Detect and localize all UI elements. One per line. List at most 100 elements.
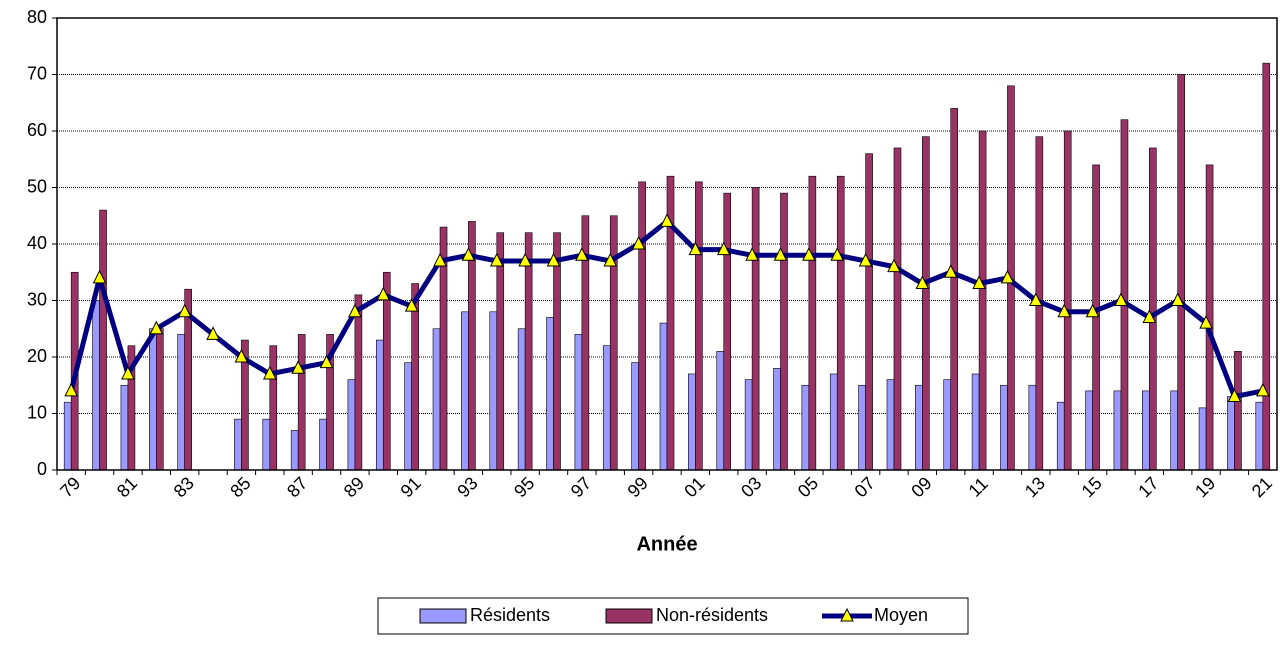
bar xyxy=(602,345,611,471)
bar xyxy=(1063,130,1072,471)
bar xyxy=(489,311,498,471)
bar xyxy=(269,345,278,471)
marker xyxy=(433,252,447,267)
bar xyxy=(517,328,526,471)
bar xyxy=(943,379,952,471)
marker xyxy=(1085,303,1100,318)
marker xyxy=(177,303,192,318)
legend-swatch xyxy=(419,608,467,624)
bar xyxy=(496,232,505,471)
bar xyxy=(432,328,441,471)
bar xyxy=(1198,407,1207,471)
marker xyxy=(92,269,107,284)
bar xyxy=(404,362,412,471)
bar xyxy=(297,334,306,471)
marker xyxy=(745,247,759,261)
bar xyxy=(893,147,902,471)
x-axis-title: Année xyxy=(636,533,697,555)
y-tick-label: 10 xyxy=(27,402,47,422)
bar xyxy=(177,334,185,471)
marker xyxy=(376,286,391,301)
marker xyxy=(546,252,561,267)
bar xyxy=(262,418,271,471)
marker xyxy=(631,235,646,250)
marker xyxy=(972,275,986,290)
marker xyxy=(603,252,618,267)
legend-marker xyxy=(840,607,854,622)
bar xyxy=(375,339,384,471)
marker xyxy=(773,247,788,261)
bar xyxy=(865,153,873,471)
bar xyxy=(723,192,732,471)
x-tick-label: 95 xyxy=(510,473,538,501)
marker xyxy=(1142,309,1157,323)
x-tick-label: 91 xyxy=(397,473,425,501)
x-tick-label: 87 xyxy=(283,473,311,501)
bar xyxy=(858,384,866,471)
marker xyxy=(858,252,873,267)
y-tick-label: 40 xyxy=(27,233,47,253)
marker xyxy=(262,365,277,380)
bar xyxy=(1177,74,1185,471)
marker xyxy=(404,298,419,312)
x-tick-label: 89 xyxy=(340,473,368,501)
bar xyxy=(156,328,164,471)
bar xyxy=(461,311,469,471)
marker xyxy=(206,326,220,340)
x-tick-label: 97 xyxy=(567,473,595,501)
bar xyxy=(631,362,639,471)
bar xyxy=(1170,390,1178,471)
bar xyxy=(347,379,356,471)
bar xyxy=(1227,396,1235,471)
bar xyxy=(553,232,561,471)
legend-label: Résidents xyxy=(470,605,550,625)
bar xyxy=(829,373,838,471)
marker xyxy=(802,247,816,261)
bar xyxy=(1234,351,1242,471)
x-tick-label: 17 xyxy=(1134,473,1162,501)
bar xyxy=(751,187,760,471)
marker xyxy=(149,320,164,335)
bar xyxy=(1000,384,1008,471)
legend-label: Non-résidents xyxy=(656,605,768,625)
marker xyxy=(489,252,504,267)
bar xyxy=(978,130,987,471)
bar xyxy=(971,373,980,471)
marker xyxy=(716,241,731,256)
y-tick-label: 60 xyxy=(27,120,47,140)
bar xyxy=(382,271,391,471)
x-tick-label: 93 xyxy=(453,473,481,501)
bar xyxy=(1149,147,1157,471)
marker xyxy=(1227,388,1242,403)
bar xyxy=(92,300,100,471)
bar xyxy=(659,322,668,471)
x-tick-label: 79 xyxy=(56,473,84,501)
marker xyxy=(915,275,930,290)
marker xyxy=(234,348,249,363)
bar xyxy=(234,418,242,471)
bar xyxy=(99,209,107,471)
marker xyxy=(830,247,845,261)
x-tick-label: 15 xyxy=(1078,473,1106,501)
x-tick-label: 07 xyxy=(851,473,879,501)
y-tick-label: 20 xyxy=(27,346,47,366)
marker xyxy=(1114,292,1128,306)
bar xyxy=(354,294,363,471)
bar xyxy=(546,317,554,471)
x-tick-label: 85 xyxy=(226,473,254,501)
bar xyxy=(716,351,725,471)
bar xyxy=(120,384,129,471)
marker xyxy=(291,360,305,374)
marker xyxy=(518,252,532,267)
x-tick-label: 05 xyxy=(794,473,822,501)
x-tick-label: 11 xyxy=(965,473,992,500)
marker xyxy=(121,365,135,380)
y-tick-label: 30 xyxy=(27,289,47,309)
marker xyxy=(461,247,476,261)
marker xyxy=(1000,269,1015,284)
y-tick-label: 0 xyxy=(37,459,47,479)
bar xyxy=(524,232,533,471)
marker xyxy=(575,247,589,261)
bar xyxy=(695,181,703,471)
bar xyxy=(915,384,923,471)
